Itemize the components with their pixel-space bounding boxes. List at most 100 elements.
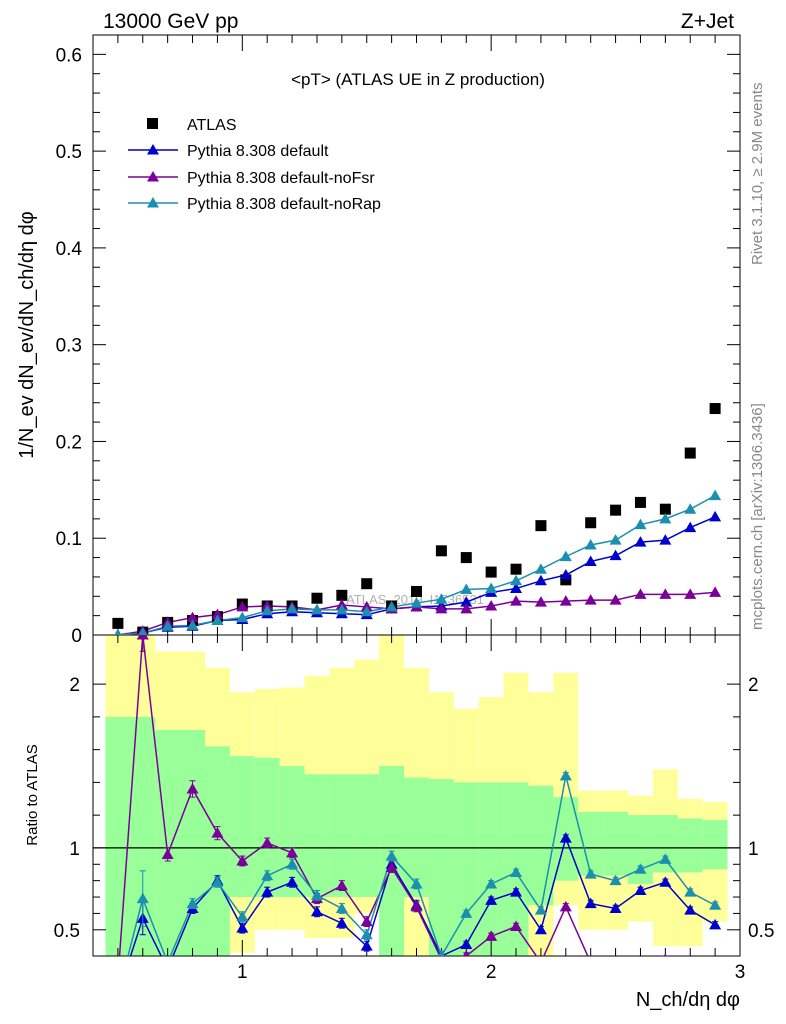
legend-marker-atlas xyxy=(147,118,158,129)
data-point-pythia xyxy=(659,512,672,524)
ratio-data-point xyxy=(335,902,348,914)
main-y-tick-label: 0.1 xyxy=(56,529,82,550)
ratio-band-1sigma xyxy=(702,820,728,870)
data-point-pythia xyxy=(236,600,249,612)
ratio-data-point xyxy=(211,876,224,887)
x-axis-label: N_ch/dη dφ xyxy=(636,989,740,1011)
ratio-data-point xyxy=(261,869,274,881)
data-point-pythia xyxy=(435,602,448,614)
ratio-data-point xyxy=(360,915,373,927)
data-point-atlas xyxy=(610,504,622,516)
ratio-data-point xyxy=(684,886,697,897)
legend-entry-label: Pythia 8.308 default-noRap xyxy=(187,196,381,213)
data-point-pythia xyxy=(609,534,622,545)
x-tick-label: 1 xyxy=(237,962,248,983)
ratio-data-point xyxy=(460,938,473,950)
data-point-pythia xyxy=(709,510,722,522)
data-point-pythia xyxy=(684,588,697,599)
legend-marker-pythia xyxy=(147,171,159,182)
ratio-data-point xyxy=(261,886,274,897)
ratio-data-point xyxy=(310,905,323,917)
ratio-y-tick-label: 1 xyxy=(69,839,80,860)
ratio-data-point xyxy=(261,836,274,848)
ratio-band-1sigma xyxy=(652,815,678,873)
data-point-pythia xyxy=(584,555,597,566)
ratio-data-point xyxy=(136,892,149,904)
ratio-data-point xyxy=(360,940,373,951)
data-point-pythia xyxy=(236,611,249,623)
ratio-band-1sigma xyxy=(204,746,230,956)
data-point-pythia xyxy=(485,582,498,594)
ratio-data-point xyxy=(186,897,199,909)
data-point-atlas xyxy=(684,447,696,459)
data-point-pythia xyxy=(534,574,547,586)
data-point-pythia xyxy=(435,593,448,604)
ratio-band-1sigma xyxy=(180,729,205,956)
ratio-data-point xyxy=(462,950,470,956)
ratio-band-1sigma xyxy=(677,818,703,873)
data-point-atlas xyxy=(112,617,124,629)
main-series-line xyxy=(117,494,716,635)
data-point-pythia xyxy=(286,602,299,614)
data-point-pythia xyxy=(335,603,348,615)
data-point-pythia xyxy=(534,596,547,607)
x-tick-label: 2 xyxy=(486,962,497,983)
data-point-pythia xyxy=(659,534,672,545)
header-process-label: Z+Jet xyxy=(681,10,734,33)
ratio-data-point xyxy=(385,850,398,861)
ratio-data-point xyxy=(634,863,647,874)
data-point-pythia xyxy=(161,620,174,631)
main-y-axis-label: 1/N_ev dN_ev/dN_ch/dη dφ xyxy=(16,211,38,459)
ratio-data-point xyxy=(510,866,523,877)
main-y-tick-label: 0.3 xyxy=(56,336,82,357)
ratio-data-point xyxy=(510,886,523,897)
ratio-data-point xyxy=(485,930,498,941)
ratio-band-1sigma xyxy=(404,777,429,898)
ratio-band-1sigma xyxy=(304,774,330,898)
ratio-data-point xyxy=(559,769,572,781)
ratio-data-point xyxy=(437,950,445,956)
ratio-data-point xyxy=(236,922,249,933)
x-axis: 1 2 3 xyxy=(117,35,745,983)
data-point-pythia xyxy=(559,550,572,562)
chart-title: <pT> (ATLAS UE in Z production) xyxy=(291,70,545,89)
ratio-data-point xyxy=(634,957,646,968)
main-y-tick-label: 0.2 xyxy=(56,432,82,453)
ratio-data-point xyxy=(211,827,224,838)
ratio-data-point xyxy=(410,877,423,889)
ratio-y-axis: 0.5 0.5 1 1 2 2 xyxy=(54,675,775,942)
data-point-pythia xyxy=(186,619,199,630)
data-point-pythia xyxy=(510,595,523,606)
data-point-atlas xyxy=(560,574,572,586)
legend-marker-pythia xyxy=(147,144,159,155)
ratio-data-point xyxy=(559,900,572,912)
ratio-y-tick-label-right: 0.5 xyxy=(748,921,774,942)
ratio-data-point xyxy=(610,958,622,969)
ratio-data-point xyxy=(186,782,199,794)
ratio-data-point xyxy=(485,877,498,889)
ratio-data-point xyxy=(236,910,249,922)
ratio-data-point xyxy=(709,975,721,986)
data-point-pythia xyxy=(634,536,647,547)
ratio-data-point xyxy=(286,876,299,887)
ratio-band-1sigma xyxy=(478,782,504,956)
main-series-layer xyxy=(112,403,722,635)
data-point-atlas xyxy=(411,585,422,597)
ratio-band-1sigma xyxy=(229,756,255,898)
main-y-tick-label: 0.4 xyxy=(56,239,83,260)
ratio-data-point xyxy=(510,920,523,932)
main-y-tick-label: 0 xyxy=(71,626,82,647)
data-point-pythia xyxy=(410,597,423,608)
ratio-data-point xyxy=(485,894,498,905)
ratio-y-tick-label-right: 2 xyxy=(748,675,759,696)
data-point-pythia xyxy=(634,588,647,599)
data-point-atlas xyxy=(535,520,547,532)
data-point-atlas xyxy=(709,403,721,415)
ratio-data-point xyxy=(709,899,722,910)
data-point-atlas xyxy=(460,552,472,564)
ratio-data-point xyxy=(535,957,547,968)
data-point-atlas xyxy=(659,503,671,515)
ratio-data-point xyxy=(112,973,124,984)
data-point-pythia xyxy=(460,583,473,595)
ratio-band-1sigma xyxy=(603,811,629,876)
